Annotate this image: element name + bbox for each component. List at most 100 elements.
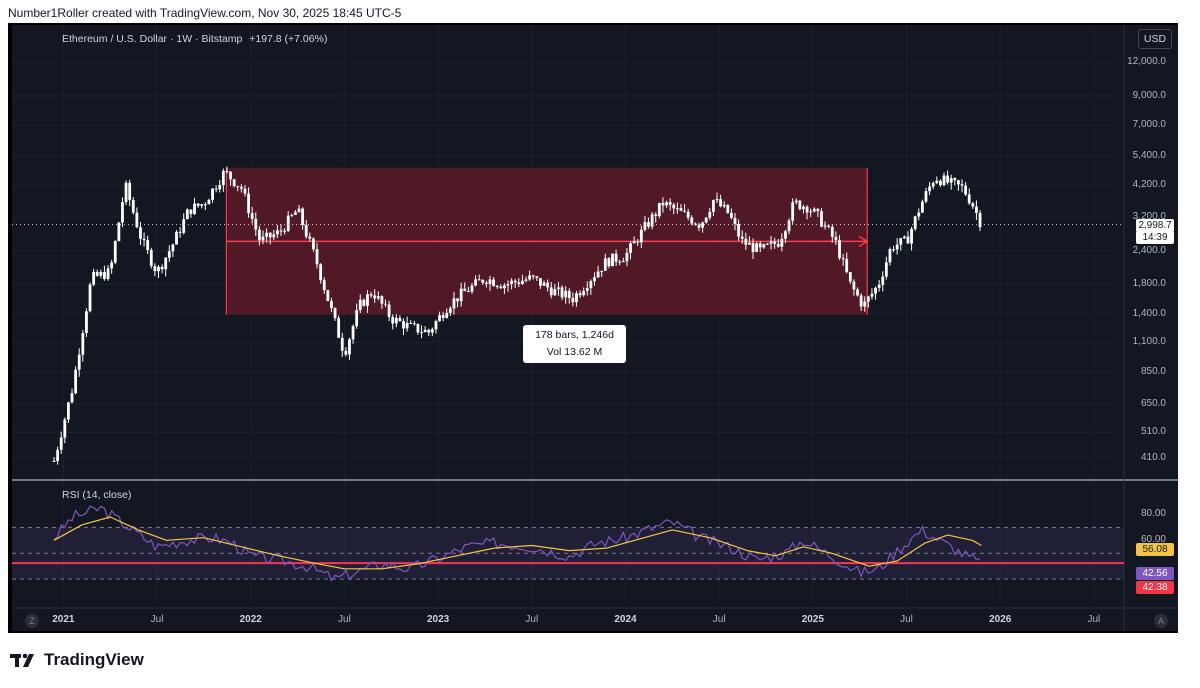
candle-body [146,240,150,251]
candle-body [142,238,146,241]
candle-body [776,243,780,247]
candle-body [762,244,766,248]
candle-body [928,186,931,192]
candle-body [261,236,265,241]
chart-area[interactable]: Ethereum / U.S. Dollar · 1W · Bitstamp +… [12,25,1178,631]
candle-body [358,299,362,311]
candle-body [470,285,474,292]
candle-body [636,241,640,243]
candle-body [611,253,614,267]
rsi-indicator-title[interactable]: RSI (14, close) [62,489,132,501]
candle-body [265,232,268,237]
tradingview-wordmark: TradingView [44,650,144,669]
candle-body [484,282,488,284]
symbol-legend: Ethereum / U.S. Dollar · 1W · Bitstamp +… [62,33,327,45]
price-axis-label: 650.0 [1140,397,1166,409]
candle-body [221,170,225,186]
chart-canvas[interactable] [12,25,1178,631]
candle-body [693,223,697,225]
time-axis-label: 2025 [801,614,824,625]
candle-body [931,183,935,187]
candle-body [380,296,384,304]
candle-body [333,307,337,319]
candle-body [409,322,413,324]
candle-body [448,308,452,313]
candle-body [463,288,467,292]
candle-body [531,275,535,277]
candle-body [910,228,913,244]
candle-body [798,200,802,210]
candle-body [416,323,420,333]
candle-body [286,215,290,232]
price-axis-label: 5,400.0 [1132,149,1166,161]
candle-body [513,280,517,283]
candle-body [834,236,838,240]
candle-body [283,230,287,232]
candle-body [603,258,607,271]
candle-body [149,250,153,267]
candle-body [405,322,409,329]
auto-scale-button[interactable]: A [1154,614,1168,628]
candle-body [182,219,186,233]
candle-body [81,333,85,355]
candle-body [236,186,240,188]
candle-body [178,231,182,233]
price-axis-label: 1,800.0 [1132,278,1166,290]
candle-body [477,279,481,281]
rsi-line [53,505,981,582]
time-axis-label: Jul [525,614,539,625]
candle-body [593,277,596,282]
candle-body [495,285,499,287]
candle-body [589,281,593,289]
candle-body [301,208,305,225]
candle-body [845,258,849,273]
candle-body [326,290,330,301]
candle-body [773,241,777,244]
candle-body [466,291,470,293]
candle-body [838,239,841,259]
candle-body [394,317,398,324]
candle-body [402,321,405,329]
candle-body [892,249,895,251]
candle-body [445,312,449,318]
candle-body [276,230,279,235]
candle-body [816,208,820,212]
candle-body [740,236,744,239]
candle-body [175,231,178,245]
candle-body [971,203,975,207]
candle-body [510,280,514,284]
candle-body [802,206,805,210]
candle-body [95,271,99,276]
price-axis-label: 410.0 [1140,452,1166,463]
price-axis-label: 510.0 [1140,426,1166,438]
candle-body [268,232,272,238]
candle-body [701,222,704,228]
candle-body [949,178,953,183]
candle-body [567,290,571,298]
candle-body [967,194,971,204]
candle-body [935,180,939,184]
creator-credit: Number1Roller created with TradingView.c… [8,6,402,20]
candle-body [686,211,690,218]
candle-body [711,200,715,212]
currency-button[interactable]: USD [1138,29,1172,49]
candle-body [863,301,867,307]
candle-body [535,276,539,279]
candle-body [229,171,232,180]
timezone-button[interactable]: Z [25,614,39,628]
candle-body [953,178,957,181]
candle-body [600,270,604,272]
candle-body [758,243,762,248]
candle-body [167,251,171,258]
candle-body [70,393,74,403]
candle-body [474,279,477,286]
time-axis-label: Jul [338,614,351,625]
candle-body [683,210,686,212]
candle-body [539,278,542,286]
candle-body [330,300,333,308]
candle-body [373,295,377,299]
rsi-value-tag: 42.56 [1136,567,1174,580]
candle-body [369,294,373,296]
candle-body [344,350,348,355]
time-axis-label: 2021 [52,614,75,625]
